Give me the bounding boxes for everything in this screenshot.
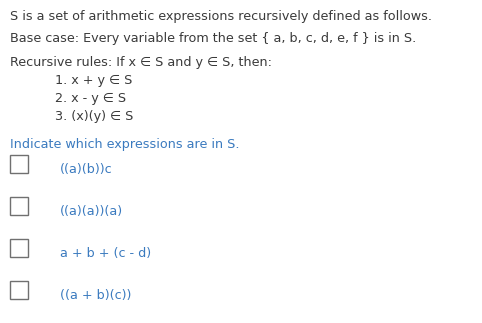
Text: S is a set of arithmetic expressions recursively defined as follows.: S is a set of arithmetic expressions rec… [10,10,432,23]
Bar [10,281,28,299]
Bar [10,197,28,215]
Text: Base case: Every variable from the set { a, b, c, d, e, f } is in S.: Base case: Every variable from the set {… [10,32,416,45]
Text: ((a + b)(c)): ((a + b)(c)) [60,289,132,302]
Text: 1. x + y ∈ S: 1. x + y ∈ S [55,74,133,87]
Bar [10,239,28,257]
Text: 2. x - y ∈ S: 2. x - y ∈ S [55,92,126,105]
Text: Recursive rules: If x ∈ S and y ∈ S, then:: Recursive rules: If x ∈ S and y ∈ S, the… [10,56,272,69]
Text: ((a)(a))(a): ((a)(a))(a) [60,205,123,218]
Text: 3. (x)(y) ∈ S: 3. (x)(y) ∈ S [55,110,134,123]
Text: ((a)(b))c: ((a)(b))c [60,163,113,176]
Text: a + b + (c - d): a + b + (c - d) [60,247,151,260]
Text: Indicate which expressions are in S.: Indicate which expressions are in S. [10,138,240,151]
Bar [10,155,28,173]
